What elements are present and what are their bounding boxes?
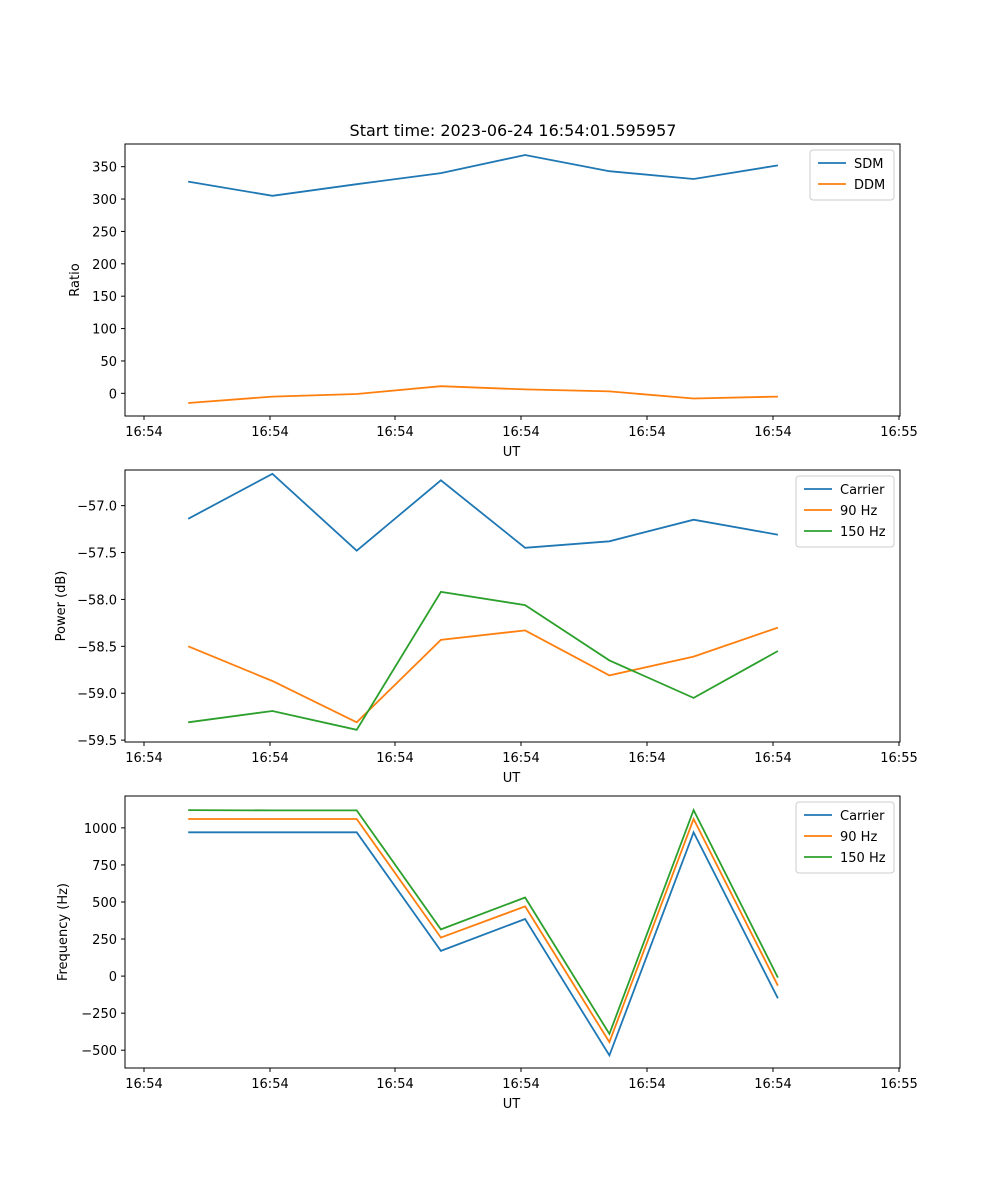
y-tick-label: −500: [81, 1044, 117, 1059]
y-tick-label: 250: [92, 225, 117, 240]
y-axis-label: Ratio: [68, 263, 83, 296]
x-tick-label: 16:54: [754, 425, 791, 440]
y-tick-label: −59.5: [77, 734, 117, 749]
series-line-90-hz: [188, 816, 779, 1045]
y-tick-label: 350: [92, 161, 117, 176]
series-line-sdm: [188, 154, 779, 197]
y-axis-label: Power (dB): [54, 571, 69, 642]
y-tick-label: −250: [81, 1007, 117, 1022]
x-tick-label: 16:54: [125, 751, 162, 766]
x-tick-label: 16:54: [628, 425, 665, 440]
x-axis-label: UT: [503, 771, 521, 786]
y-tick-label: −59.0: [77, 687, 117, 702]
x-tick-label: 16:54: [628, 751, 665, 766]
figure-title: Start time: 2023-06-24 16:54:01.595957: [350, 121, 677, 140]
axes-frame: [124, 143, 901, 417]
x-axis-label: UT: [503, 445, 521, 460]
chart-panel-3: 16:54 16:54 16:54 16:54 16:54 16:54 16:55 1000 7…: [56, 795, 918, 1112]
x-tick-label: 16:54: [251, 425, 288, 440]
y-tick-label: 300: [92, 193, 117, 208]
y-tick-label: 1000: [84, 822, 117, 837]
x-axis-label: UT: [503, 1097, 521, 1112]
y-tick-label: 200: [92, 258, 117, 273]
y-tick-label: −57.0: [77, 500, 117, 515]
series-line-carrier: [187, 472, 779, 552]
x-tick-label: 16:55: [880, 1077, 917, 1092]
y-tick-label: −58.0: [77, 593, 117, 608]
chart-panel-2: 16:54 16:54 16:54 16:54 16:54 16:54 16:55 −57.0…: [54, 469, 918, 786]
legend-label: SDM: [854, 157, 883, 172]
x-tick-label: 16:54: [502, 751, 539, 766]
x-tick-label: 16:54: [754, 751, 791, 766]
x-tick-label: 16:54: [376, 425, 413, 440]
series-line-150-hz: [188, 807, 779, 1036]
axes-frame: [124, 469, 901, 743]
legend-label: DDM: [854, 178, 885, 193]
y-tick-label: −57.5: [77, 547, 117, 562]
x-tick-label: 16:54: [754, 1077, 791, 1092]
y-axis-label: Frequency (Hz): [56, 883, 71, 981]
series-line-90-hz: [187, 626, 779, 724]
x-tick-label: 16:54: [628, 1077, 665, 1092]
panels: 16:54 16:54 16:54 16:54 16:54 16:54 16:55 0 50 10…: [54, 143, 918, 1112]
series-line-carrier: [188, 830, 779, 1058]
legend-label: Carrier: [840, 809, 885, 824]
series-line-150-hz: [188, 590, 779, 731]
legend-label: Carrier: [840, 483, 885, 498]
y-tick-label: 0: [109, 970, 117, 985]
x-tick-label: 16:55: [880, 751, 917, 766]
x-tick-label: 16:54: [251, 1077, 288, 1092]
legend: Carrier 90 Hz 150 Hz: [795, 475, 895, 548]
y-tick-label: 750: [92, 859, 117, 874]
chart-panel-1: 16:54 16:54 16:54 16:54 16:54 16:54 16:55 0 50 10…: [68, 143, 918, 460]
x-tick-label: 16:54: [125, 425, 162, 440]
x-tick-label: 16:54: [376, 751, 413, 766]
legend-label: 150 Hz: [840, 525, 886, 540]
y-tick-label: 150: [92, 290, 117, 305]
x-tick-label: 16:54: [251, 751, 288, 766]
legend-label: 90 Hz: [840, 504, 877, 519]
x-tick-label: 16:55: [880, 425, 917, 440]
legend: Carrier 90 Hz 150 Hz: [795, 801, 895, 874]
y-tick-label: −58.5: [77, 640, 117, 655]
x-tick-label: 16:54: [502, 1077, 539, 1092]
legend-label: 150 Hz: [840, 851, 886, 866]
x-tick-label: 16:54: [125, 1077, 162, 1092]
y-tick-label: 500: [92, 896, 117, 911]
legend-label: 90 Hz: [840, 830, 877, 845]
y-tick-label: 0: [109, 387, 117, 402]
legend-box: [795, 475, 895, 548]
x-tick-label: 16:54: [502, 425, 539, 440]
legend: SDM DDM: [809, 149, 895, 201]
axes-frame: [124, 795, 901, 1069]
legend-box: [795, 801, 895, 874]
y-tick-label: 100: [92, 323, 117, 338]
series-line-ddm: [188, 385, 778, 404]
y-tick-label: 50: [100, 355, 117, 370]
x-tick-label: 16:54: [376, 1077, 413, 1092]
y-tick-label: 250: [92, 933, 117, 948]
